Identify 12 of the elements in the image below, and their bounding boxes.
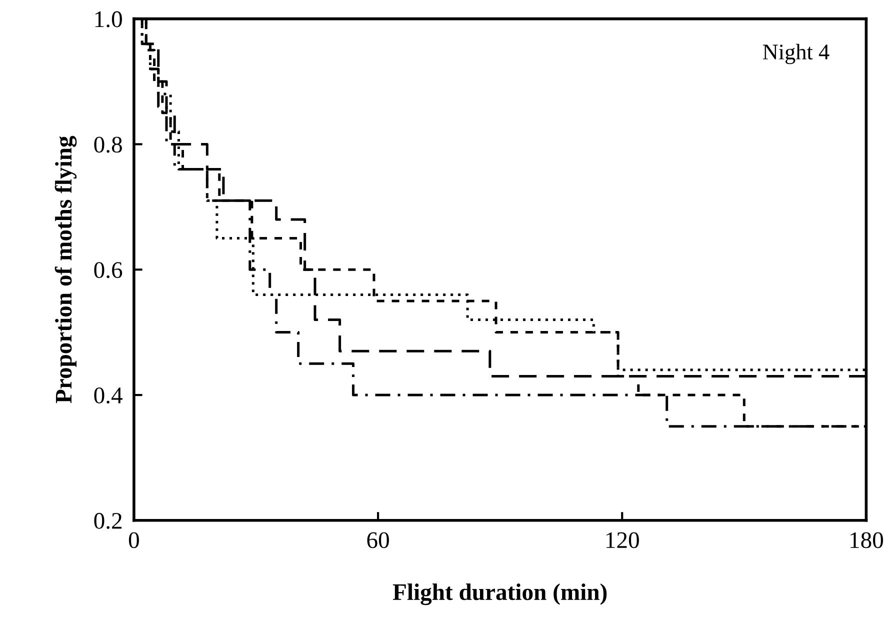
y-tick-label: 1.0 — [95, 11, 122, 28]
x-tick-label: 120 — [606, 532, 639, 548]
y-tick-label: 0.4 — [94, 388, 122, 404]
y-tick-label: 0.8 — [94, 136, 122, 153]
x-tick-label: 0 — [128, 532, 139, 548]
x-tick-label: 180 — [850, 532, 884, 548]
y-tick-label: 0.6 — [94, 262, 122, 278]
x-axis-title: Flight duration (min) — [392, 583, 607, 606]
y-tick-label: 0.2 — [94, 512, 122, 529]
y-axis-title: Proportion of moths flying — [54, 136, 77, 404]
x-tick-label: 60 — [367, 532, 389, 548]
annotation: Night 4 — [762, 44, 830, 64]
